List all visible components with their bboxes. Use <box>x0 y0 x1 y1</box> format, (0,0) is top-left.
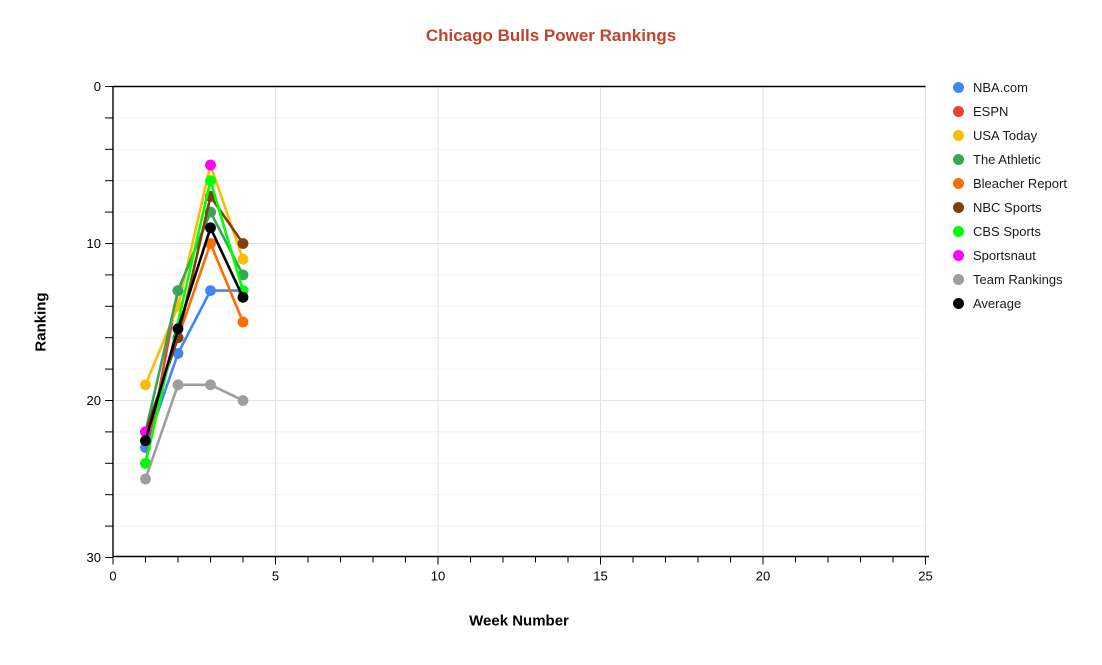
legend-item-espn: ESPN <box>953 99 1067 123</box>
legend-label: Sportsnaut <box>973 247 1036 263</box>
y-tick-label: 10 <box>87 236 101 251</box>
series-dot-nba-com <box>205 285 216 296</box>
legend-swatch <box>953 105 964 117</box>
series-dot-average <box>205 222 216 234</box>
legend-swatch <box>953 81 964 93</box>
legend-label: ESPN <box>973 103 1009 119</box>
x-tick-label: 0 <box>109 569 116 584</box>
legend-swatch <box>953 201 964 213</box>
x-tick-label: 10 <box>431 569 445 584</box>
y-tick-label: 0 <box>94 79 101 94</box>
series-dot-average <box>172 323 184 335</box>
legend-swatch <box>953 225 964 237</box>
legend-item-the-athletic: The Athletic <box>953 147 1067 171</box>
legend-swatch <box>953 249 964 261</box>
chart-title: Chicago Bulls Power Rankings <box>425 26 677 45</box>
legend-label: NBA.com <box>973 79 1028 95</box>
y-tick-label: 30 <box>87 550 101 565</box>
legend-label: Average <box>973 295 1022 311</box>
legend: NBA.com ESPN USA Today The Athletic Bleacher… <box>953 75 1067 315</box>
series-dot-bleacher-report <box>237 316 249 328</box>
series-dot-cbs-sports <box>205 175 216 187</box>
series-dot-team-rankings <box>172 379 184 391</box>
series-dot-sportsnaut <box>205 159 216 171</box>
legend-label: CBS Sports <box>973 223 1041 239</box>
legend-item-usa-today: USA Today <box>953 123 1067 147</box>
legend-label: The Athletic <box>973 151 1041 167</box>
legend-item-average: Average <box>953 291 1067 315</box>
series-dot-average <box>140 435 151 447</box>
x-tick-label: 20 <box>756 569 770 584</box>
series-line-usa-today <box>144 163 245 387</box>
legend-item-sportsnaut: Sportsnaut <box>953 243 1067 267</box>
series-dot-usa-today <box>237 253 249 265</box>
y-tick-label: 20 <box>87 393 101 408</box>
legend-label: NBC Sports <box>973 199 1042 215</box>
series-dot-cbs-sports <box>140 457 151 469</box>
legend-item-nbc-sports: NBC Sports <box>953 195 1067 219</box>
series-dot-team-rankings <box>237 395 249 406</box>
x-axis-title: Week Number <box>469 612 569 630</box>
series-dot-the-athletic <box>172 285 184 296</box>
series-dot-average <box>237 291 249 303</box>
legend-label: USA Today <box>973 127 1038 143</box>
legend-item-team-rankings: Team Rankings <box>953 267 1067 291</box>
series-dot-team-rankings <box>205 379 216 391</box>
series-dot-bleacher-report <box>205 238 216 249</box>
legend-item-bleacher-report: Bleacher Report <box>953 171 1067 195</box>
series-line-average <box>144 226 245 442</box>
x-tick-label: 25 <box>918 569 932 584</box>
series-dot-team-rankings <box>140 473 151 485</box>
x-tick-label: 15 <box>593 569 607 584</box>
series-dot-usa-today <box>140 379 151 391</box>
series-dot-nbc-sports <box>237 238 249 249</box>
legend-swatch <box>953 297 964 309</box>
legend-swatch <box>953 129 964 141</box>
legend-swatch <box>953 273 964 285</box>
legend-item-nba-com: NBA.com <box>953 75 1067 99</box>
legend-swatch <box>953 153 964 165</box>
legend-label: Team Rankings <box>973 271 1063 287</box>
legend-label: Bleacher Report <box>973 175 1067 191</box>
y-axis-title: Ranking <box>32 292 50 352</box>
series-line-nba-com <box>144 289 245 449</box>
x-tick-label: 5 <box>272 569 279 584</box>
legend-swatch <box>953 177 964 189</box>
series-dot-nba-com <box>172 348 184 359</box>
legend-item-cbs-sports: CBS Sports <box>953 219 1067 243</box>
series-line-team-rankings <box>144 383 245 481</box>
